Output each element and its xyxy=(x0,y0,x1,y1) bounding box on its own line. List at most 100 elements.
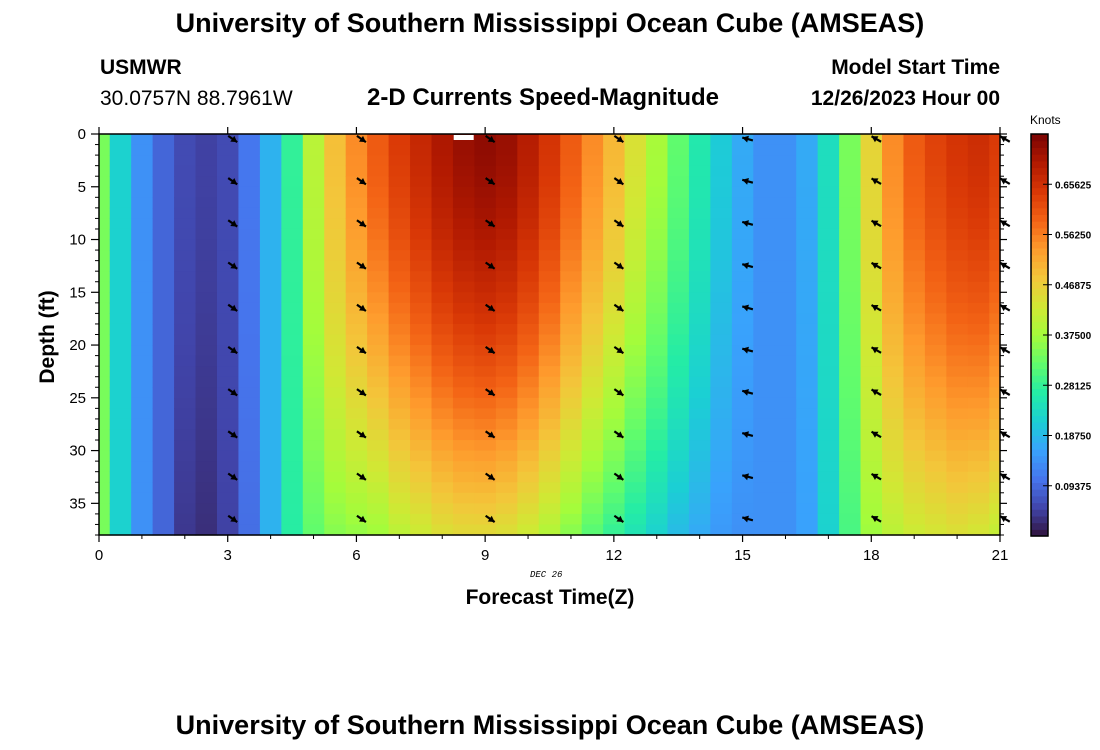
current-arrow xyxy=(613,261,624,270)
heatmap-cell xyxy=(367,250,390,262)
heatmap-cell xyxy=(731,218,754,230)
heatmap-cell xyxy=(967,228,990,241)
heatmap-cell xyxy=(924,176,947,188)
heatmap-cell xyxy=(989,450,1001,462)
heatmap-cell xyxy=(195,355,218,367)
heatmap-cell xyxy=(731,355,754,367)
heatmap-cell xyxy=(131,503,154,515)
heatmap-cell xyxy=(281,355,304,367)
heatmap-cell xyxy=(431,207,454,220)
heatmap-cell xyxy=(774,503,797,515)
heatmap-cell xyxy=(967,366,990,378)
heatmap-cell xyxy=(99,429,111,441)
heatmap-cell xyxy=(817,334,840,346)
arrow-head xyxy=(359,515,366,523)
colorbar-segment xyxy=(1031,408,1048,416)
heatmap-cell xyxy=(624,366,647,378)
heatmap-cell xyxy=(882,134,905,146)
heatmap-cell xyxy=(688,260,711,272)
heatmap-cell xyxy=(345,482,368,494)
current-arrow xyxy=(485,472,496,481)
heatmap-cell xyxy=(946,482,969,494)
heatmap-cell xyxy=(753,524,776,536)
heatmap-cell xyxy=(410,482,433,494)
heatmap-cell xyxy=(431,186,454,198)
heatmap-cell xyxy=(131,292,154,304)
heatmap-cell xyxy=(667,503,690,515)
heatmap-cell xyxy=(495,461,518,473)
heatmap-cell xyxy=(903,345,926,357)
current-arrow xyxy=(870,177,882,185)
heatmap-cell xyxy=(538,155,561,167)
heatmap-cell xyxy=(174,345,197,357)
heatmap-cell xyxy=(259,281,282,293)
heatmap-cell xyxy=(774,387,797,399)
heatmap-cell xyxy=(924,250,947,262)
heatmap-cell xyxy=(474,239,497,251)
heatmap-cell xyxy=(517,387,540,399)
heatmap-cell xyxy=(967,408,990,420)
heatmap-cell xyxy=(474,492,497,504)
heatmap-cell xyxy=(753,418,776,431)
heatmap-cell xyxy=(560,440,583,452)
heatmap-cell xyxy=(99,397,111,409)
heatmap-cell xyxy=(624,513,647,526)
current-arrow xyxy=(356,472,367,481)
heatmap-cell xyxy=(796,260,819,272)
heatmap-cell xyxy=(860,429,883,441)
heatmap-cell xyxy=(839,281,862,293)
heatmap-cell xyxy=(710,155,733,167)
heatmap-cell xyxy=(367,471,390,483)
heatmap-cell xyxy=(710,292,733,304)
heatmap-cell xyxy=(195,155,218,167)
heatmap-cell xyxy=(882,281,905,293)
heatmap-cell xyxy=(216,250,240,262)
heatmap-cell xyxy=(152,281,175,293)
heatmap-cell xyxy=(517,144,540,156)
heatmap-cell xyxy=(410,418,433,431)
surface-marker xyxy=(453,135,474,140)
heatmap-cell xyxy=(882,345,905,357)
heatmap-cell xyxy=(624,503,647,515)
heatmap-cell xyxy=(603,197,626,209)
heatmap-cell xyxy=(388,176,411,188)
heatmap-cell xyxy=(259,250,282,262)
heatmap-cell xyxy=(99,155,111,167)
heatmap-cell xyxy=(646,429,669,441)
arrow-head xyxy=(487,220,495,227)
heatmap-cell xyxy=(517,271,540,283)
heatmap-cell xyxy=(495,313,518,325)
heatmap-cell xyxy=(431,292,454,304)
x-tick-label: 3 xyxy=(224,547,232,564)
heatmap-cell xyxy=(646,418,669,431)
heatmap-cell xyxy=(774,239,797,251)
colorbar-segment xyxy=(1031,187,1048,195)
heatmap-cell xyxy=(710,197,733,209)
heatmap-cell xyxy=(452,313,476,325)
heatmap-cell xyxy=(281,218,304,230)
heatmap-cell xyxy=(560,302,583,314)
heatmap-cell xyxy=(131,134,154,146)
heatmap-cell xyxy=(495,155,518,167)
heatmap-cell xyxy=(538,197,561,209)
colorbar-segment xyxy=(1031,368,1048,376)
heatmap-cell xyxy=(774,513,797,526)
heatmap-cell xyxy=(753,429,776,441)
heatmap-cell xyxy=(131,471,154,483)
heatmap-cell xyxy=(796,429,819,441)
heatmap-cell xyxy=(216,355,240,367)
heatmap-cell xyxy=(152,176,175,188)
heatmap-cell xyxy=(367,355,390,367)
heatmap-cell xyxy=(99,134,111,146)
colorbar-segment xyxy=(1031,247,1048,256)
heatmap-cell xyxy=(924,429,947,441)
heatmap-cell xyxy=(731,239,754,251)
heatmap-cell xyxy=(946,524,969,536)
heatmap-cell xyxy=(989,334,1001,346)
heatmap-cell xyxy=(581,418,604,431)
model-start-label: Model Start Time xyxy=(831,56,1000,79)
heatmap-cell xyxy=(238,492,261,504)
heatmap-cell xyxy=(195,176,218,188)
heatmap-cell xyxy=(774,429,797,441)
heatmap-cell xyxy=(667,334,690,346)
